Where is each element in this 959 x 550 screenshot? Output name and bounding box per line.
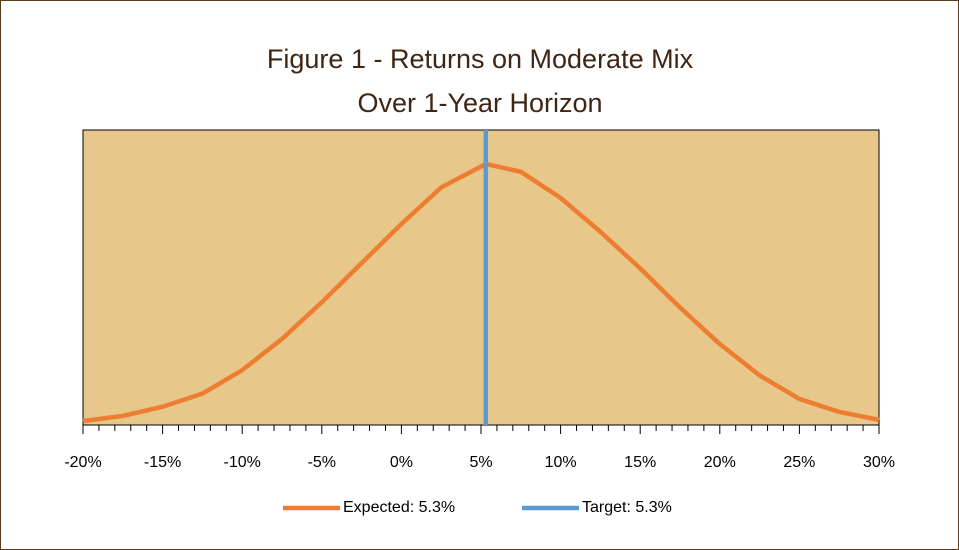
plot-area (82, 129, 880, 426)
legend-label: Target: 5.3% (582, 499, 672, 516)
series-line (82, 161, 880, 424)
x-tick-label: 15% (624, 454, 656, 471)
legend-label: Expected: 5.3% (343, 499, 455, 516)
x-tick-label: -15% (144, 454, 181, 471)
x-tick-label: -20% (64, 454, 101, 471)
chart-title: Over 1-Year Horizon (357, 88, 602, 118)
chart-title: Figure 1 - Returns on Moderate Mix (267, 44, 694, 74)
x-tick-label: 0% (390, 454, 413, 471)
x-tick-label: 10% (545, 454, 577, 471)
x-tick-label: -5% (308, 454, 336, 471)
x-tick-label: 5% (469, 454, 492, 471)
x-tick-label: 30% (863, 454, 895, 471)
x-tick-label: -10% (224, 454, 261, 471)
minor-ticks (98, 425, 864, 431)
x-tick-label: 20% (704, 454, 736, 471)
x-tick-label: 25% (783, 454, 815, 471)
